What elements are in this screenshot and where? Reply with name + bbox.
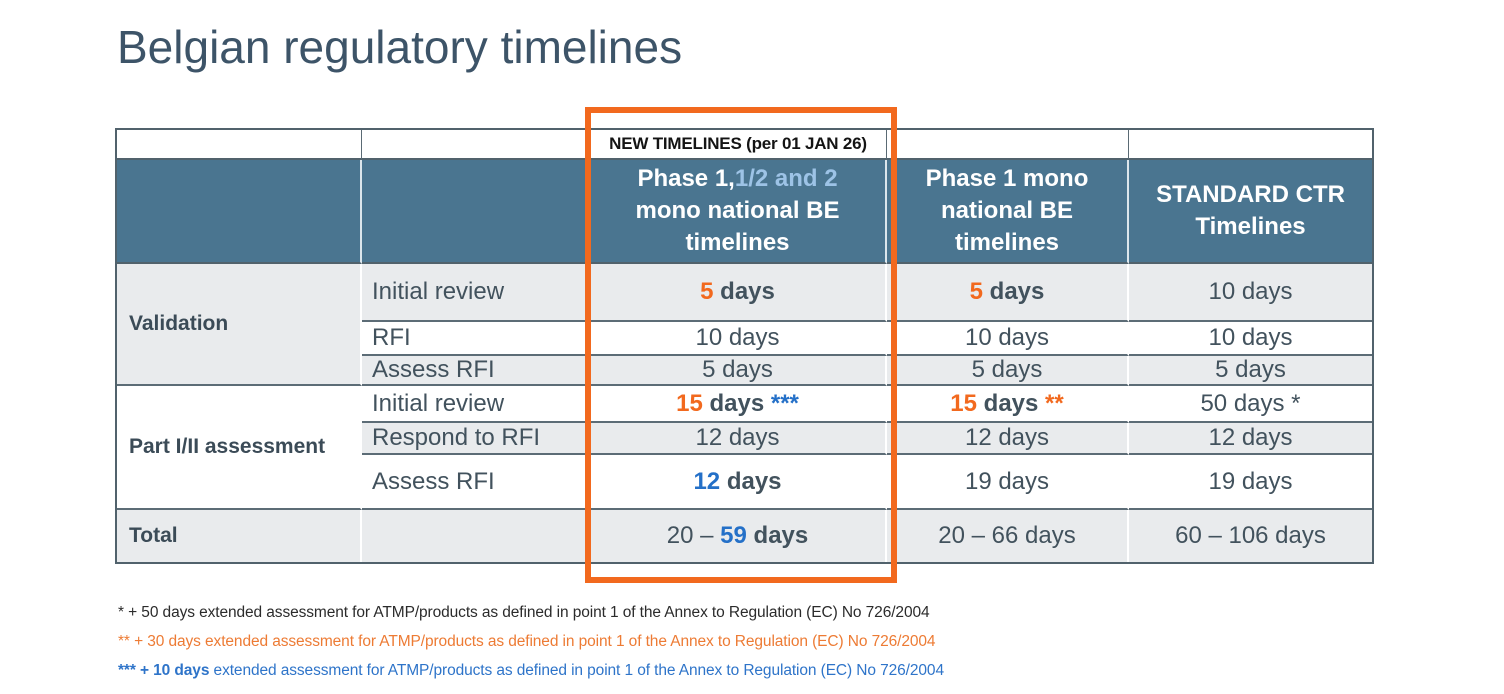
footnote-standard: * + 50 days extended assessment for ATMP… — [118, 604, 930, 621]
value-text: 20 – 59 days — [666, 522, 809, 549]
banner-cell-empty — [1129, 130, 1372, 160]
value-cell: 10 days — [590, 322, 887, 356]
header-line: mono national BE timelines — [635, 197, 840, 256]
banner-cell-empty — [887, 130, 1129, 160]
value-cell: 10 days — [887, 322, 1129, 356]
column-header-phase1-mono: Phase 1 mono national BE timelines — [887, 160, 1129, 264]
value-cell: 19 days — [887, 455, 1129, 510]
value-cell: 12 days — [590, 423, 887, 455]
group-label-validation: Validation — [117, 264, 362, 386]
total-value-cell: 20 – 66 days — [887, 510, 1129, 562]
header-text-lightblue: 1/2 and 2 — [734, 165, 838, 193]
total-value-cell: 20 – 59 days — [590, 510, 887, 562]
value-text: 15 days ** — [950, 389, 1064, 417]
step-label: Assess RFI — [362, 356, 590, 386]
banner-cell-new-timelines: NEW TIMELINES (per 01 JAN 26) — [590, 130, 887, 160]
total-value-cell: 60 – 106 days — [1129, 510, 1372, 562]
value-cell: 5 days — [590, 264, 887, 322]
value-cell: 50 days * — [1129, 386, 1372, 423]
value-cell: 5 days — [887, 264, 1129, 322]
value-cell: 15 days ** — [887, 386, 1129, 423]
column-header-standard-ctr: STANDARD CTR Timelines — [1129, 160, 1372, 264]
timelines-table: NEW TIMELINES (per 01 JAN 26) Phase 1,1/… — [115, 128, 1374, 564]
header-cell-empty — [117, 160, 362, 264]
banner-cell-empty — [117, 130, 362, 160]
footnote-phase1-mono: ** + 30 days extended assessment for ATM… — [118, 633, 936, 650]
value-cell: 5 days — [1129, 356, 1372, 386]
page-title: Belgian regulatory timelines — [117, 21, 683, 73]
value-cell: 10 days — [1129, 322, 1372, 356]
step-label: Initial review — [362, 264, 590, 322]
value-text: 5 days — [700, 278, 775, 305]
value-cell: 5 days — [590, 356, 887, 386]
column-header-phase12: Phase 1,1/2 and 2 mono national BE timel… — [590, 160, 887, 264]
header-text: Phase 1, — [637, 165, 735, 193]
step-label: Assess RFI — [362, 455, 590, 510]
value-cell: 19 days — [1129, 455, 1372, 510]
value-text: 5 days — [969, 278, 1045, 305]
header-line: Phase 1,1/2 and 2 — [637, 163, 837, 195]
value-cell: 12 days — [590, 455, 887, 510]
value-cell: 12 days — [1129, 423, 1372, 455]
value-cell: 15 days *** — [590, 386, 887, 423]
banner-cell-empty — [362, 130, 590, 160]
value-text: 15 days *** — [676, 389, 799, 417]
step-label: RFI — [362, 322, 590, 356]
total-label: Total — [117, 510, 362, 562]
new-timelines-label: NEW TIMELINES (per 01 JAN 26) — [609, 134, 867, 153]
value-cell: 10 days — [1129, 264, 1372, 322]
step-label: Initial review — [362, 386, 590, 423]
group-label-part-i-ii-assessment: Part I/II assessment — [117, 386, 362, 510]
footnote-phase12: *** + 10 days extended assessment for AT… — [118, 662, 944, 679]
footnotes: * + 50 days extended assessment for ATMP… — [118, 604, 944, 691]
value-cell: 12 days — [887, 423, 1129, 455]
step-label: Respond to RFI — [362, 423, 590, 455]
value-text: 12 days — [693, 467, 782, 495]
total-cell-empty — [362, 510, 590, 562]
value-cell: 5 days — [887, 356, 1129, 386]
header-cell-empty — [362, 160, 590, 264]
